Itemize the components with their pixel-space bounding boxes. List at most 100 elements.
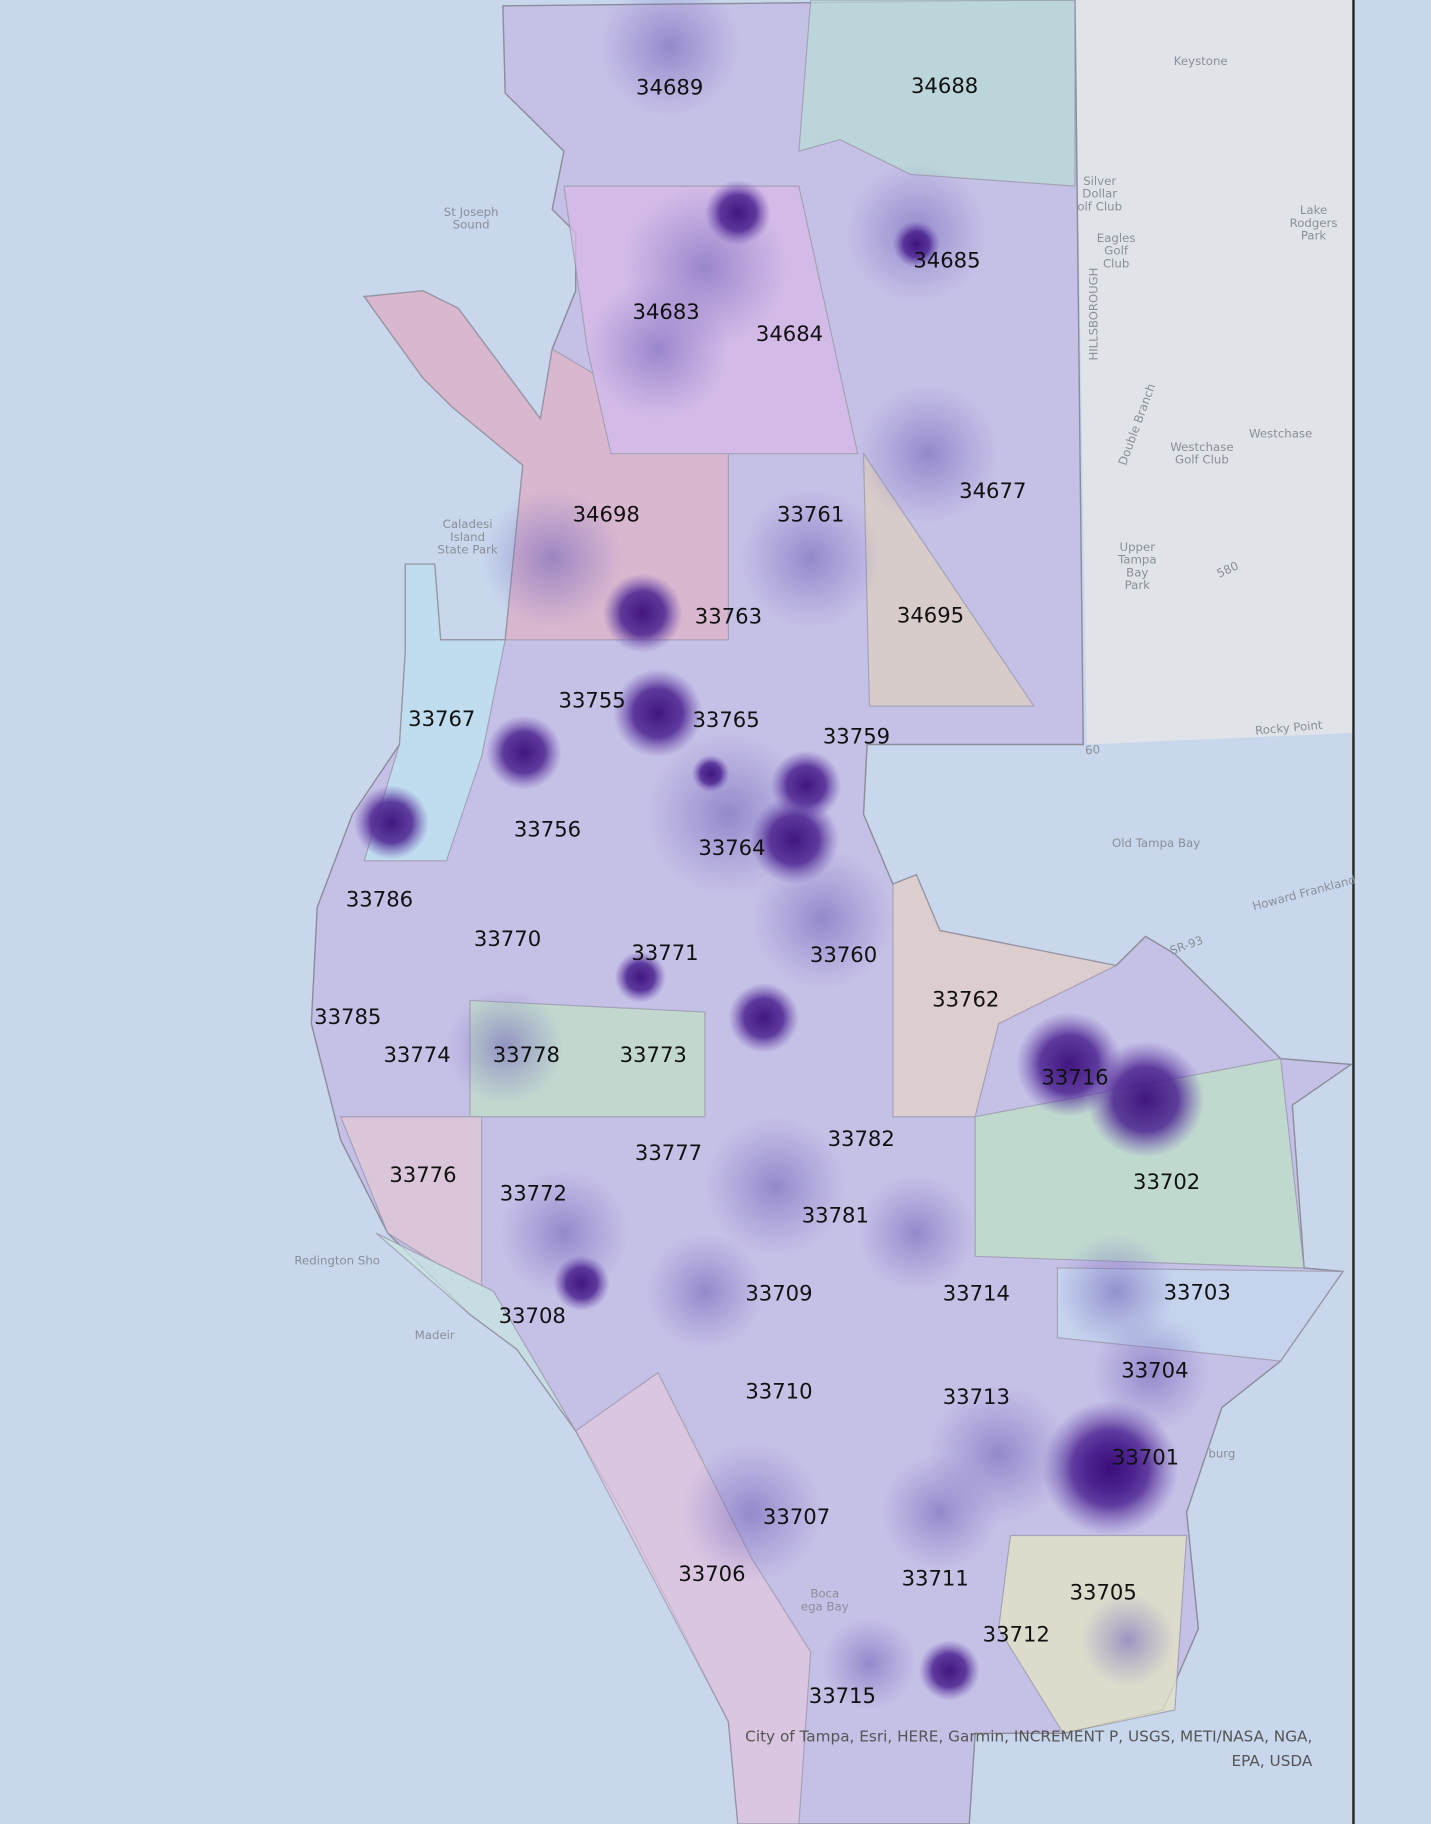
heat-blob bbox=[486, 715, 562, 790]
place-label-line: Madeir bbox=[415, 1328, 455, 1342]
place-label-line: burg bbox=[1208, 1447, 1235, 1461]
place-label-line: Upper bbox=[1119, 540, 1155, 554]
attribution: City of Tampa, Esri, HERE, Garmin, INCRE… bbox=[745, 1727, 1312, 1745]
place-label-line: olf Club bbox=[1077, 200, 1122, 214]
heat-blob bbox=[881, 1454, 999, 1571]
zip-label: 33707 bbox=[763, 1504, 830, 1529]
zip-label: 33710 bbox=[745, 1378, 812, 1403]
zip-label: 33771 bbox=[631, 940, 698, 965]
zip-label: 33755 bbox=[559, 688, 626, 713]
zip-label: 33703 bbox=[1164, 1280, 1231, 1305]
place-label: Rocky Point bbox=[1255, 718, 1324, 738]
zip-label: 33708 bbox=[499, 1303, 566, 1328]
zip-label: 33763 bbox=[695, 604, 762, 629]
heat-blob bbox=[613, 668, 703, 758]
place-label-line: St Joseph bbox=[444, 205, 499, 219]
heat-layer bbox=[353, 0, 1211, 1710]
place-label-line: Club bbox=[1103, 257, 1129, 271]
zip-label: 33778 bbox=[493, 1042, 560, 1067]
place-label-line: HILLSBOROUGH bbox=[1086, 268, 1100, 361]
place-label-line: Old Tampa Bay bbox=[1112, 836, 1200, 850]
heat-blob bbox=[599, 0, 741, 117]
zip-label: 34698 bbox=[573, 501, 640, 526]
place-label: burg bbox=[1208, 1447, 1235, 1461]
zip-label: 33781 bbox=[802, 1203, 869, 1228]
place-label: Redington Sho bbox=[294, 1254, 380, 1268]
zip-area bbox=[574, 1371, 812, 1824]
place-label-line: Park bbox=[1125, 578, 1151, 592]
heat-blob bbox=[587, 279, 729, 419]
place-label-line: Rodgers bbox=[1290, 216, 1338, 230]
heat-blob bbox=[822, 1616, 917, 1710]
place-label-line: Tampa bbox=[1117, 553, 1157, 567]
place-label-line: Westchase bbox=[1170, 440, 1233, 454]
zip-label: 33756 bbox=[514, 817, 581, 842]
place-label: Madeir bbox=[415, 1328, 455, 1342]
place-label: 60 bbox=[1085, 742, 1101, 757]
heat-blob bbox=[892, 221, 940, 268]
place-label-line: Silver bbox=[1083, 174, 1116, 188]
attribution: EPA, USDA bbox=[1232, 1752, 1313, 1770]
zip-label: 34685 bbox=[913, 248, 980, 273]
zip-label: 33759 bbox=[823, 724, 890, 749]
heat-blob bbox=[446, 988, 564, 1106]
place-label-line: Keystone bbox=[1174, 54, 1228, 68]
zip-label: 33713 bbox=[943, 1384, 1010, 1409]
heat-blob bbox=[1086, 1041, 1205, 1158]
heat-blob bbox=[857, 383, 999, 524]
zip-label: 33760 bbox=[810, 942, 877, 967]
heat-blob bbox=[1080, 1593, 1175, 1687]
place-label-line: Westchase bbox=[1249, 426, 1312, 440]
zip-label: 34684 bbox=[756, 321, 823, 346]
heat-blob bbox=[704, 1116, 846, 1257]
zip-label: 33776 bbox=[389, 1162, 456, 1187]
place-label-line: Caladesi bbox=[443, 517, 493, 531]
place-label-line: Dollar bbox=[1082, 187, 1117, 201]
zip-label: 33767 bbox=[408, 706, 475, 731]
zip-label: 33704 bbox=[1121, 1358, 1188, 1383]
zip-label: 33701 bbox=[1112, 1445, 1179, 1470]
place-label-line: Lake bbox=[1300, 203, 1327, 217]
zip-label: 33761 bbox=[777, 501, 844, 526]
zip-label: 33786 bbox=[346, 886, 413, 911]
place-label-line: Sound bbox=[453, 218, 490, 232]
zip-label: 33715 bbox=[809, 1683, 876, 1708]
zip-label: 33705 bbox=[1070, 1580, 1137, 1605]
place-label: Old Tampa Bay bbox=[1112, 836, 1200, 850]
zip-label: 33777 bbox=[635, 1140, 702, 1165]
heat-blob bbox=[353, 785, 429, 860]
zip-label: 33774 bbox=[383, 1042, 450, 1067]
place-label-line: State Park bbox=[437, 543, 497, 557]
heat-blob bbox=[481, 488, 623, 629]
place-label-line: Eagles bbox=[1097, 231, 1136, 245]
heat-blob bbox=[918, 1640, 980, 1701]
place-label: HILLSBOROUGH bbox=[1086, 268, 1100, 361]
zip-label: 33711 bbox=[902, 1566, 969, 1591]
place-label-line: ega Bay bbox=[801, 1600, 849, 1614]
zip-label: 33762 bbox=[932, 986, 999, 1011]
place-label-line: Golf bbox=[1104, 244, 1129, 258]
zip-label: 33765 bbox=[692, 707, 759, 732]
heat-blob bbox=[751, 849, 893, 989]
zip-label: 34683 bbox=[633, 299, 700, 324]
heat-blob bbox=[749, 795, 839, 885]
place-label-line: Redington Sho bbox=[294, 1254, 380, 1268]
zip-label: 33785 bbox=[314, 1004, 381, 1029]
place-label-line: 60 bbox=[1085, 742, 1101, 757]
heat-blob bbox=[553, 1255, 610, 1311]
mainland bbox=[1075, 0, 1354, 745]
zip-label: 34677 bbox=[959, 478, 1026, 503]
heat-blob bbox=[602, 573, 683, 653]
zip-label: 33770 bbox=[474, 926, 541, 951]
zip-label: 33782 bbox=[828, 1126, 895, 1151]
zip-label: 33716 bbox=[1041, 1064, 1108, 1089]
heat-blob bbox=[740, 488, 882, 629]
heat-blob bbox=[681, 1442, 823, 1583]
zip-label: 33764 bbox=[698, 835, 765, 860]
